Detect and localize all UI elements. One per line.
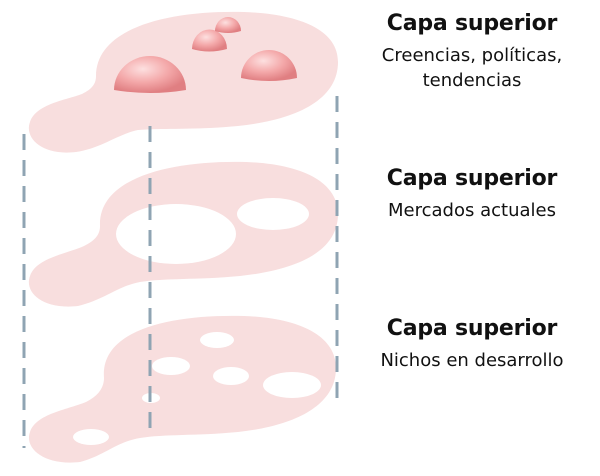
layer-top-label: Capa superior Creencias, políticas, tend… (347, 10, 597, 93)
layer-top (28, 11, 339, 153)
layer-middle-label: Capa superior Mercados actuales (347, 165, 597, 223)
hole-f (73, 429, 109, 445)
dome-small (192, 29, 227, 52)
layer-bottom (28, 315, 336, 463)
hole-d (263, 372, 321, 398)
layer-middle (28, 161, 338, 307)
hole-right (237, 198, 309, 230)
layer-bottom-title: Capa superior (386, 316, 558, 341)
dome-right (241, 50, 297, 81)
hole-b (152, 357, 190, 375)
layer-top-title: Capa superior (386, 11, 558, 36)
hole-c (213, 367, 249, 385)
layer-bottom-blob (28, 315, 336, 463)
guide-lines (22, 96, 339, 448)
dome-tiny (215, 17, 241, 33)
hole-a (200, 332, 234, 348)
hole-large (116, 204, 236, 264)
dome-large (114, 56, 186, 93)
layer-middle-description: Mercados actuales (388, 200, 556, 221)
layer-bottom-label: Capa superior Nichos en desarrollo (347, 315, 597, 373)
layer-bottom-description: Nichos en desarrollo (380, 350, 564, 371)
layer-middle-title: Capa superior (386, 166, 558, 191)
layer-top-description: Creencias, políticas, tendencias (381, 45, 563, 91)
